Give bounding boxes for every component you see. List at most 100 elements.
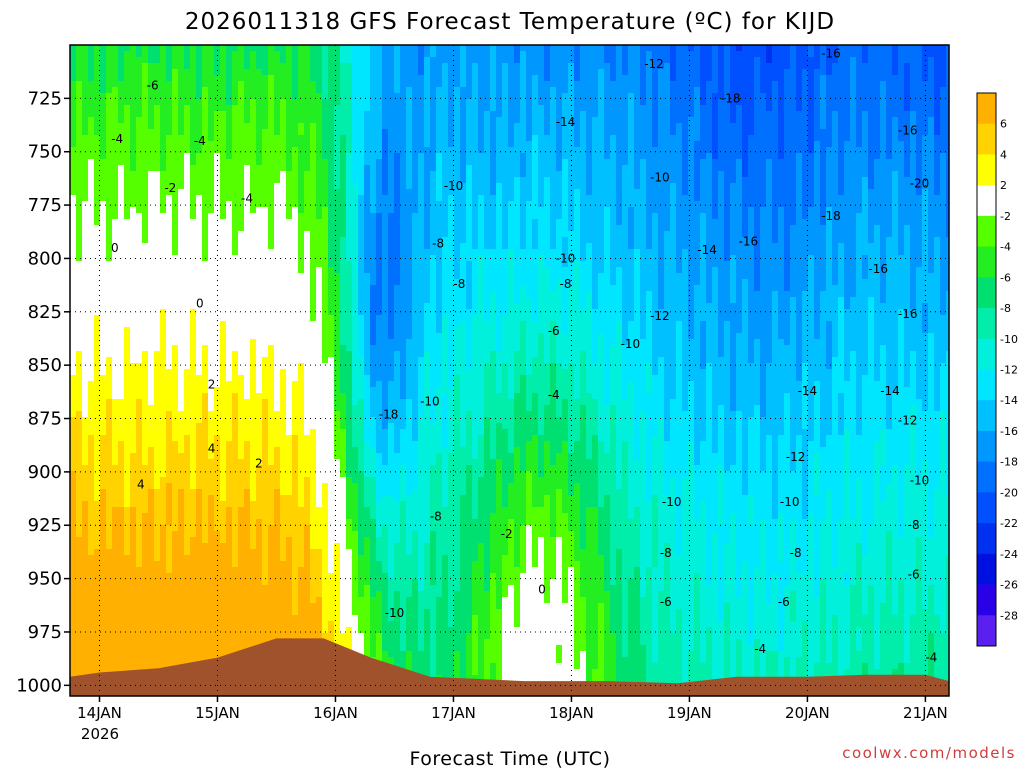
y-axis: 725 750 775 800 825 850 875 900 925 950 975 1000: [16, 88, 70, 696]
colorbar-swatch: [977, 553, 996, 585]
colorbar-label: -26: [1000, 579, 1018, 592]
colorbar-swatch: [977, 338, 996, 370]
colorbar-swatch: [977, 369, 996, 401]
colorbar-label: -18: [1000, 456, 1018, 469]
colorbar-label: 6: [1000, 118, 1007, 131]
colorbar-label: -12: [1000, 364, 1018, 377]
contour-label: -12: [644, 57, 664, 71]
terrain-surface: [70, 638, 949, 696]
colorbar-label: -24: [1000, 548, 1018, 561]
colorbar-swatch: [977, 246, 996, 278]
contour-label: -18: [721, 91, 741, 105]
x-tick-label: 19JAN: [667, 704, 712, 722]
x-tick-label: 21JAN: [903, 704, 948, 722]
contour-label: -8: [430, 510, 442, 524]
contour-label: -12: [786, 450, 806, 464]
colorbar-swatch: [977, 461, 996, 493]
y-tick-label: 750: [28, 142, 62, 163]
contour-label: -16: [898, 307, 918, 321]
colorbar-label: -10: [1000, 333, 1018, 346]
contour-label: -10: [420, 394, 440, 408]
contour-label: -4: [925, 651, 937, 665]
x-tick-label: 17JAN: [431, 704, 476, 722]
credit-text: coolwx.com/models: [842, 744, 1016, 762]
colorbar-label: -8: [1000, 302, 1011, 315]
x-tick-label: 15JAN: [195, 704, 240, 722]
colorbar-swatch: [977, 430, 996, 463]
colorbar-frame: [976, 92, 997, 647]
contour-label: -6: [660, 595, 672, 609]
contour-label: -4: [754, 642, 766, 656]
colorbar-label: -4: [1000, 241, 1011, 254]
contour-label: -8: [660, 546, 672, 560]
terrain-layer: [70, 638, 949, 696]
contour-label: -14: [697, 243, 717, 257]
contour-label: -14: [556, 115, 576, 129]
temperature-field: [70, 45, 949, 696]
contour-label: -8: [908, 518, 920, 532]
contour-label: -2: [164, 181, 176, 195]
contour-label: -16: [868, 262, 888, 276]
contour-label: -8: [560, 277, 572, 291]
contour-label: -10: [556, 251, 576, 265]
colorbar-label: -16: [1000, 425, 1018, 438]
contour-label: -10: [650, 170, 670, 184]
contour-label: -6: [778, 595, 790, 609]
contour-label: -10: [621, 337, 641, 351]
contour-label: 4: [208, 441, 216, 455]
contour-label: -4: [111, 132, 123, 146]
chart-title: 2026011318 GFS Forecast Temperature (ºC)…: [185, 9, 835, 35]
y-tick-label: 775: [28, 195, 62, 216]
contour-label: -14: [798, 384, 818, 398]
colorbar-swatch: [977, 215, 996, 248]
contour-label: -10: [910, 473, 930, 487]
contour-label: -16: [821, 47, 841, 61]
colorbar-swatch: [977, 185, 996, 217]
x-tick-label: 16JAN: [313, 704, 358, 722]
y-tick-label: 900: [28, 462, 62, 483]
contour-label: -14: [880, 384, 900, 398]
colorbar-label: -28: [1000, 609, 1018, 622]
contour-label: -16: [739, 234, 759, 248]
colorbar-label: -22: [1000, 517, 1018, 530]
x-axis: 14JAN 15JAN 16JAN 17JAN 18JAN 19JAN 20JAN 21JAN: [77, 696, 948, 722]
contour-label-layer: -6-4 -4-2-4002442-18-10-10-8-8-8-10-20-6-…: [111, 47, 937, 665]
colorbar-swatch: [977, 308, 996, 340]
colorbar-label: -2: [1000, 210, 1011, 223]
contour-label: -8: [453, 277, 465, 291]
plot-frame: [69, 44, 950, 697]
contour-label: 0: [111, 241, 119, 255]
y-tick-label: 725: [28, 88, 62, 109]
x-year-label: 2026: [81, 725, 119, 743]
y-tick-label: 925: [28, 515, 62, 536]
contour-label: -8: [432, 237, 444, 251]
colorbar-label: -6: [1000, 271, 1011, 284]
colorbar-swatch: [977, 93, 996, 125]
x-tick-label: 18JAN: [549, 704, 594, 722]
colorbar-swatch: [977, 615, 996, 647]
y-tick-label: 800: [28, 248, 62, 269]
y-tick-label: 875: [28, 409, 62, 430]
colorbar-label: -20: [1000, 486, 1018, 499]
y-tick-label: 850: [28, 355, 62, 376]
contour-label: -12: [898, 414, 918, 428]
colorbar-swatch: [977, 492, 996, 524]
contour-label: -4: [548, 388, 560, 402]
contour-label: -2: [501, 527, 513, 541]
contour-label: -12: [650, 309, 670, 323]
x-tick-label: 14JAN: [77, 704, 122, 722]
colorbar-label: -14: [1000, 394, 1018, 407]
y-tick-label: 825: [28, 302, 62, 323]
contour-label: -16: [898, 123, 918, 137]
colorbar-swatch: [977, 523, 996, 555]
contour-label: -4: [194, 134, 206, 148]
contour-label: -8: [790, 546, 802, 560]
contour-label: -4: [241, 192, 253, 206]
contour-label: -10: [385, 606, 405, 620]
x-tick-label: 20JAN: [785, 704, 830, 722]
y-tick-label: 1000: [16, 675, 62, 696]
contour-label: -10: [662, 495, 682, 509]
contour-label: -6: [147, 79, 159, 93]
colorbar-swatch: [977, 277, 996, 309]
